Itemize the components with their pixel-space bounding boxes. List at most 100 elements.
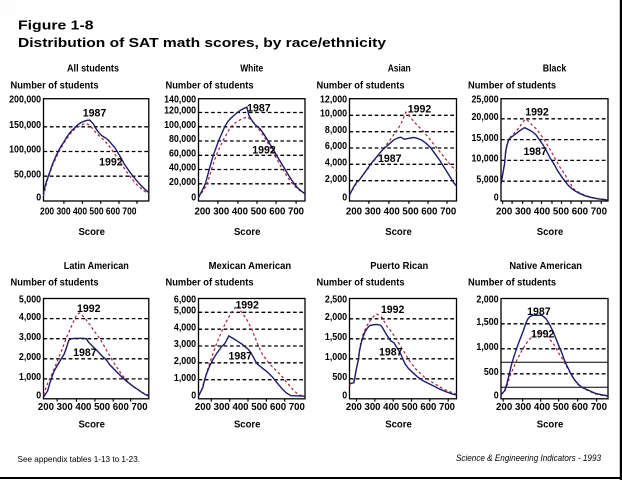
svg-text:1987: 1987 — [378, 153, 402, 165]
svg-text:White: White — [240, 63, 263, 74]
svg-text:20,000: 20,000 — [472, 112, 499, 123]
svg-text:Number of students: Number of students — [468, 278, 556, 289]
svg-text:200,000: 200,000 — [9, 95, 41, 106]
svg-text:1992: 1992 — [525, 107, 549, 119]
svg-text:1987: 1987 — [527, 306, 551, 318]
svg-text:Latin American: Latin American — [64, 261, 129, 272]
svg-text:1987: 1987 — [379, 347, 403, 359]
svg-text:1987: 1987 — [229, 350, 253, 362]
svg-text:6,000: 6,000 — [174, 294, 196, 305]
svg-text:150,000: 150,000 — [9, 120, 41, 131]
svg-text:Number of students: Number of students — [317, 278, 405, 289]
svg-text:Number of students: Number of students — [11, 278, 99, 289]
svg-text:Number of students: Number of students — [11, 81, 99, 92]
svg-text:Black: Black — [543, 63, 567, 74]
svg-text:1992: 1992 — [252, 145, 276, 157]
svg-text:1,000: 1,000 — [325, 352, 347, 363]
svg-text:200 300 400 500 600 700: 200 300 400 500 600 700 — [496, 207, 607, 218]
svg-text:4,000: 4,000 — [325, 158, 347, 169]
svg-text:All students: All students — [67, 63, 119, 74]
svg-text:8,000: 8,000 — [325, 125, 347, 136]
svg-text:200 300 400 500 600 700: 200 300 400 500 600 700 — [38, 402, 148, 413]
svg-text:40,000: 40,000 — [169, 163, 196, 174]
svg-text:12,000: 12,000 — [320, 95, 347, 106]
svg-text:2,000: 2,000 — [174, 356, 196, 367]
svg-text:1,000: 1,000 — [174, 373, 196, 384]
svg-text:1992: 1992 — [99, 157, 123, 169]
svg-text:200 300 400 500 600 700: 200 300 400 500 600 700 — [346, 402, 456, 413]
svg-text:0: 0 — [494, 193, 499, 204]
svg-text:See appendix tables 1-13 to 1-: See appendix tables 1-13 to 1-23. — [18, 454, 141, 464]
svg-text:Figure 1-8: Figure 1-8 — [18, 18, 94, 33]
svg-text:10,000: 10,000 — [320, 109, 347, 120]
svg-text:15,000: 15,000 — [472, 133, 499, 144]
svg-text:2,000: 2,000 — [476, 294, 498, 305]
svg-text:0: 0 — [494, 390, 499, 401]
svg-text:1992: 1992 — [531, 329, 555, 341]
svg-text:Science & Engineering Indicato: Science & Engineering Indicators - 1993 — [456, 453, 602, 464]
svg-text:0: 0 — [36, 193, 41, 204]
svg-text:2,000: 2,000 — [325, 312, 347, 323]
svg-text:1992: 1992 — [77, 303, 101, 315]
svg-text:1992: 1992 — [235, 299, 259, 311]
svg-text:Puerto Rican: Puerto Rican — [370, 261, 428, 272]
svg-text:5,000: 5,000 — [174, 306, 196, 317]
svg-text:2,500: 2,500 — [325, 294, 347, 305]
svg-text:0: 0 — [342, 390, 347, 401]
svg-text:3,000: 3,000 — [174, 339, 196, 350]
svg-text:200 300 400 500 600 700: 200 300 400 500 600 700 — [195, 402, 305, 413]
svg-text:200 300 400 500 600 700: 200 300 400 500 600 700 — [346, 207, 457, 218]
svg-text:Mexican American: Mexican American — [209, 261, 292, 272]
svg-text:1,000: 1,000 — [19, 372, 41, 383]
svg-text:200 300 400 500 600 700: 200 300 400 500 600 700 — [195, 207, 305, 218]
svg-text:3,000: 3,000 — [19, 332, 41, 343]
svg-text:0: 0 — [191, 193, 196, 204]
svg-text:100,000: 100,000 — [164, 120, 196, 131]
svg-text:1987: 1987 — [73, 347, 97, 359]
svg-text:50,000: 50,000 — [14, 169, 41, 180]
svg-text:4,000: 4,000 — [19, 312, 41, 323]
svg-text:Native American: Native American — [509, 261, 582, 272]
svg-text:25,000: 25,000 — [472, 95, 499, 106]
svg-text:10,000: 10,000 — [472, 154, 499, 165]
svg-text:Number of students: Number of students — [166, 81, 254, 92]
svg-text:0: 0 — [36, 390, 41, 401]
svg-text:1,500: 1,500 — [325, 332, 347, 343]
svg-text:1,000: 1,000 — [476, 342, 498, 353]
svg-text:Score: Score — [537, 226, 564, 238]
svg-text:0: 0 — [342, 193, 347, 204]
svg-text:100,000: 100,000 — [9, 145, 41, 156]
svg-text:1992: 1992 — [381, 304, 405, 316]
svg-text:Score: Score — [234, 226, 261, 238]
svg-text:Number of students: Number of students — [317, 81, 405, 92]
svg-text:200 300 400 500 600 700: 200 300 400 500 600 700 — [40, 207, 137, 218]
svg-text:6,000: 6,000 — [325, 141, 347, 152]
svg-text:Score: Score — [78, 226, 105, 238]
svg-text:1992: 1992 — [408, 104, 432, 116]
svg-text:1987: 1987 — [247, 102, 271, 114]
svg-text:500: 500 — [332, 372, 347, 383]
svg-text:60,000: 60,000 — [169, 149, 196, 160]
svg-text:5,000: 5,000 — [476, 174, 498, 185]
svg-text:200 300 400 500 600 700: 200 300 400 500 600 700 — [496, 402, 607, 413]
svg-text:140,000: 140,000 — [164, 95, 196, 106]
svg-text:1987: 1987 — [83, 107, 107, 119]
svg-text:0: 0 — [191, 390, 196, 401]
svg-text:Score: Score — [537, 419, 564, 431]
svg-text:2,000: 2,000 — [19, 352, 41, 363]
svg-text:20,000: 20,000 — [169, 177, 196, 188]
svg-text:120,000: 120,000 — [164, 106, 196, 117]
svg-text:500: 500 — [484, 367, 499, 378]
svg-text:4,000: 4,000 — [174, 322, 196, 333]
svg-text:Score: Score — [385, 419, 412, 431]
svg-text:Asian: Asian — [388, 63, 411, 74]
svg-text:1,500: 1,500 — [476, 317, 498, 328]
svg-text:Score: Score — [78, 419, 105, 431]
svg-text:2,000: 2,000 — [325, 174, 347, 185]
svg-text:Distribution of SAT math score: Distribution of SAT math scores, by race… — [18, 35, 387, 50]
svg-text:1987: 1987 — [523, 146, 547, 158]
svg-text:Number of students: Number of students — [166, 278, 254, 289]
svg-text:80,000: 80,000 — [169, 134, 196, 145]
svg-text:Score: Score — [385, 226, 412, 238]
svg-text:Number of students: Number of students — [468, 81, 556, 92]
